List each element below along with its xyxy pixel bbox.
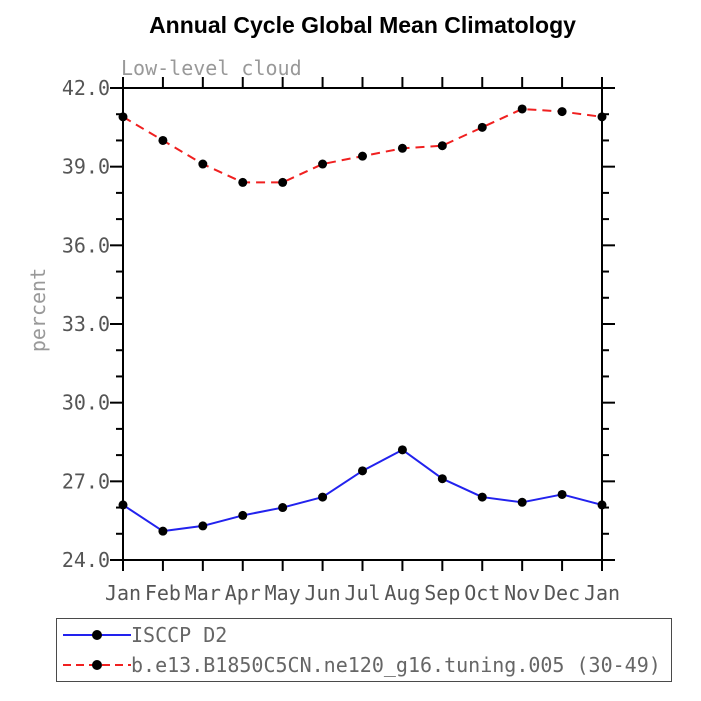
legend-label-model: b.e13.B1850C5CN.ne120_g16.tuning.005 (30… (131, 653, 661, 677)
x-tick-label: Mar (185, 581, 221, 605)
y-tick-label: 24.0 (62, 548, 110, 572)
y-tick-label: 42.0 (62, 76, 110, 100)
legend-item-model: b.e13.B1850C5CN.ne120_g16.tuning.005 (30… (63, 651, 671, 679)
legend-line-sample-dashed (63, 660, 131, 670)
x-tick-label: Jul (344, 581, 380, 605)
y-tick-label: 36.0 (62, 233, 110, 257)
chart-title: Annual Cycle Global Mean Climatology (149, 12, 576, 38)
legend-label-observation: ISCCP D2 (131, 623, 228, 647)
y-tick-label: 39.0 (62, 155, 110, 179)
series-marker-1 (477, 122, 487, 132)
series-marker-0 (437, 474, 447, 484)
series-marker-0 (158, 526, 168, 536)
series-marker-0 (477, 492, 487, 502)
series-marker-1 (198, 159, 208, 169)
x-tick-label: Jan (105, 581, 141, 605)
x-tick-label: Feb (145, 581, 181, 605)
series-marker-1 (238, 177, 248, 187)
y-tick-label: 33.0 (62, 312, 110, 336)
series-marker-1 (397, 143, 407, 153)
series-marker-0 (358, 466, 367, 476)
series-marker-1 (118, 112, 128, 122)
legend-sample-marker (92, 630, 102, 640)
series-marker-0 (557, 489, 567, 499)
y-tick-label: 30.0 (62, 391, 110, 415)
series-marker-0 (118, 500, 128, 510)
x-tick-label: Apr (225, 581, 261, 605)
series-marker-1 (437, 141, 447, 151)
series-line-0 (122, 448, 603, 533)
legend-line-sample-solid (63, 630, 131, 640)
series-marker-1 (318, 159, 328, 169)
x-tick-label: Oct (464, 581, 500, 605)
series-marker-0 (397, 445, 407, 455)
x-tick-label: Nov (504, 581, 540, 605)
y-axis-label: percent (26, 267, 50, 353)
x-tick-label: Dec (544, 581, 580, 605)
x-tick-label: Jun (305, 581, 341, 605)
series-marker-0 (238, 510, 248, 520)
series-marker-0 (517, 497, 527, 507)
x-tick-label: Sep (424, 581, 460, 605)
y-tick-label: 27.0 (62, 469, 110, 493)
series-marker-0 (278, 503, 288, 513)
legend-item-observation: ISCCP D2 (63, 621, 671, 649)
x-tick-label: Jan (584, 581, 620, 605)
legend-sample-marker (92, 660, 102, 670)
series-marker-1 (517, 104, 527, 114)
legend-box: ISCCP D2 b.e13.B1850C5CN.ne120_g16.tunin… (56, 618, 672, 682)
series-marker-0 (318, 492, 328, 502)
x-tick-label: May (265, 581, 301, 605)
chart-subtitle: Low-level cloud (121, 56, 302, 80)
series-marker-1 (557, 107, 567, 117)
series-marker-0 (597, 500, 607, 510)
series-marker-1 (278, 177, 288, 187)
series-marker-1 (358, 151, 367, 161)
x-tick-label: Aug (384, 581, 420, 605)
series-marker-1 (597, 112, 607, 122)
series-marker-1 (158, 135, 168, 145)
series-line-1 (122, 107, 603, 184)
series-marker-0 (198, 521, 208, 531)
